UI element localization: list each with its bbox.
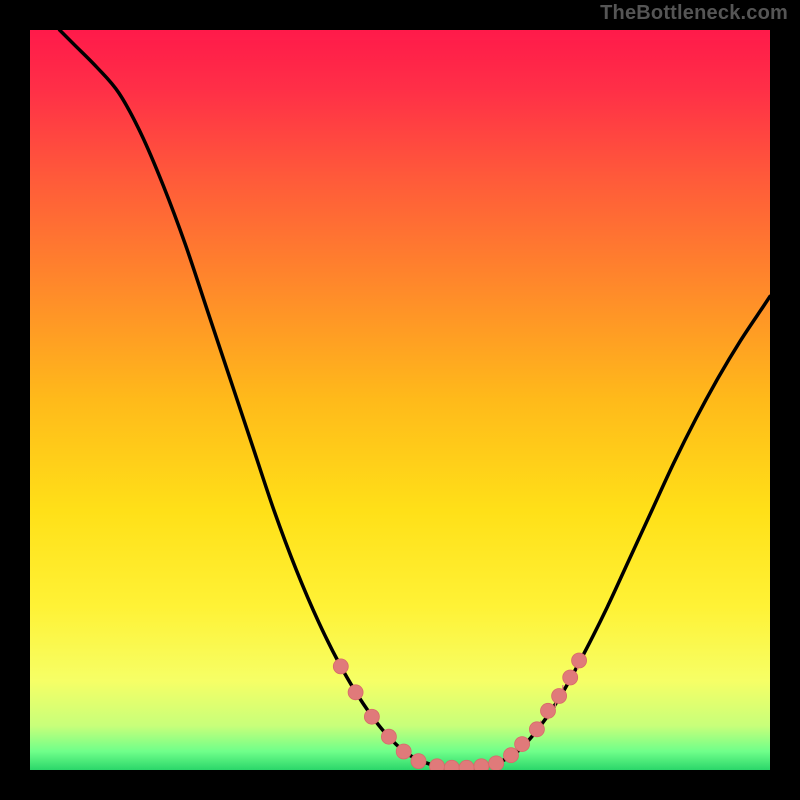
- data-marker: [459, 760, 474, 770]
- data-marker: [348, 685, 363, 700]
- data-marker: [364, 709, 379, 724]
- data-marker: [529, 722, 544, 737]
- data-marker: [411, 754, 426, 769]
- data-marker: [430, 759, 445, 770]
- attribution-label: TheBottleneck.com: [600, 2, 788, 25]
- data-marker: [563, 670, 578, 685]
- chart-container: TheBottleneck.com: [0, 0, 800, 800]
- data-marker: [515, 737, 530, 752]
- data-marker: [572, 653, 587, 668]
- data-marker: [474, 759, 489, 770]
- data-marker: [444, 760, 459, 770]
- data-marker: [381, 729, 396, 744]
- data-marker: [552, 689, 567, 704]
- data-marker: [541, 703, 556, 718]
- data-marker: [504, 748, 519, 763]
- curve-layer: [30, 30, 770, 770]
- data-marker: [489, 756, 504, 770]
- data-marker: [333, 659, 348, 674]
- plot-area: [30, 30, 770, 770]
- data-marker: [396, 744, 411, 759]
- bottleneck-curve: [60, 30, 770, 768]
